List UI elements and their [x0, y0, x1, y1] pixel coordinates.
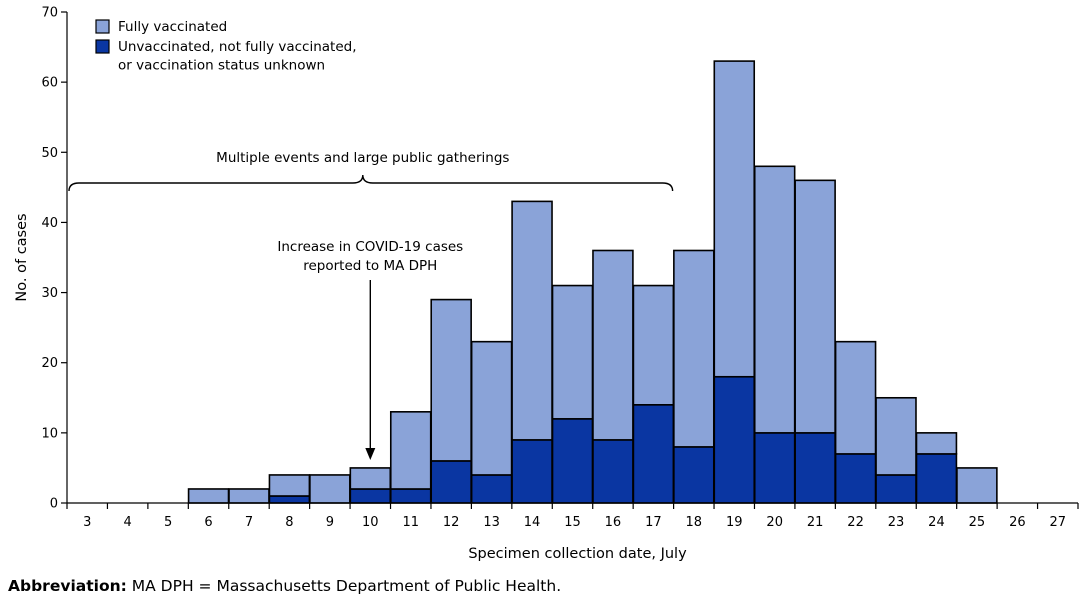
- bar-segment-vaccinated-22: [834, 340, 877, 455]
- x-tick-label-26: 26: [1009, 515, 1026, 530]
- footnote: Abbreviation: MA DPH = Massachusetts Dep…: [8, 577, 561, 595]
- bar-segment-unvaccinated-23: [875, 474, 917, 504]
- y-tick-label-30: 30: [41, 286, 58, 301]
- bar-segment-vaccinated-9: [309, 474, 351, 504]
- x-axis-title: Specimen collection date, July: [468, 546, 687, 562]
- bar-segment-vaccinated-24: [915, 432, 958, 455]
- bar-segment-vaccinated-25: [956, 467, 998, 504]
- x-tick-label-11: 11: [402, 515, 419, 530]
- x-tick-label-13: 13: [483, 515, 500, 530]
- bar-segment-unvaccinated-11: [389, 488, 432, 504]
- bar-segment-unvaccinated-18: [673, 446, 715, 504]
- x-tick-label-6: 6: [204, 515, 212, 530]
- y-ticks: 0 10 20 30 40 50 60 70: [41, 6, 67, 512]
- arrow-label-line-0: Increase in COVID-19 cases: [277, 239, 463, 255]
- bar-segment-unvaccinated-22: [834, 453, 877, 504]
- y-tick-label-50: 50: [41, 146, 58, 161]
- x-tick-label-21: 21: [807, 515, 824, 530]
- bar-segment-vaccinated-10: [349, 467, 392, 490]
- arrow-head-icon: [365, 448, 376, 460]
- x-tick-label-15: 15: [564, 515, 581, 530]
- bar-segment-unvaccinated-16: [592, 439, 634, 504]
- x-tick-label-16: 16: [605, 515, 622, 530]
- bar-segment-unvaccinated-17: [632, 403, 675, 504]
- bar-segment-vaccinated-19: [713, 60, 756, 378]
- y-tick-label-40: 40: [41, 216, 58, 231]
- bracket-shape: [68, 174, 674, 192]
- bar-segment-vaccinated-18: [673, 249, 715, 448]
- x-tick-label-3: 3: [83, 515, 91, 530]
- x-tick-label-9: 9: [326, 515, 334, 530]
- bar-segment-vaccinated-21: [794, 179, 836, 434]
- x-tick-label-27: 27: [1050, 515, 1067, 530]
- axes-layer: [66, 12, 1078, 504]
- y-axis-title: No. of cases: [14, 213, 30, 301]
- x-tick-label-17: 17: [645, 515, 662, 530]
- x-tick-label-24: 24: [928, 515, 945, 530]
- y-tick-label-20: 20: [41, 356, 58, 371]
- legend-label-0-0: Fully vaccinated: [118, 19, 227, 35]
- x-tick-label-18: 18: [686, 515, 703, 530]
- bar-segment-vaccinated-7: [228, 488, 270, 504]
- bar-segment-unvaccinated-20: [753, 432, 796, 504]
- y-tick-label-0: 0: [50, 497, 58, 512]
- bar-segment-vaccinated-23: [875, 396, 917, 476]
- bar-segment-vaccinated-12: [430, 298, 472, 462]
- legend-swatch-1: [95, 39, 110, 54]
- bar-segment-unvaccinated-13: [470, 474, 513, 504]
- legend-label-1-1: or vaccination status unknown: [118, 58, 325, 74]
- x-tick-label-23: 23: [888, 515, 905, 530]
- bar-segment-vaccinated-17: [632, 284, 675, 406]
- x-tick-label-25: 25: [969, 515, 986, 530]
- footnote-label: Abbreviation:: [8, 577, 127, 595]
- legend-swatch-0: [95, 19, 110, 34]
- bar-segment-unvaccinated-12: [430, 460, 472, 504]
- x-tick-label-14: 14: [524, 515, 541, 530]
- bar-segment-unvaccinated-10: [349, 488, 392, 504]
- bar-segment-unvaccinated-15: [551, 418, 594, 504]
- stacked-bar-chart: 0 10 20 30 40 50 60 70 3 4 5 6 7 8 9 10 11 12 13 14 15 16 17 1…: [14, 6, 1079, 562]
- x-tick-label-7: 7: [245, 515, 253, 530]
- bar-segment-unvaccinated-8: [268, 495, 311, 504]
- bracket-annotation: Multiple events and large public gatheri…: [68, 150, 674, 192]
- bar-segment-vaccinated-14: [511, 200, 553, 441]
- bars-layer: [187, 60, 998, 504]
- footnote-text: MA DPH = Massachusetts Department of Pub…: [131, 577, 562, 595]
- arrow-annotation: Increase in COVID-19 cases reported to MA…: [277, 239, 463, 460]
- y-tick-label-60: 60: [41, 76, 58, 91]
- bar-segment-unvaccinated-19: [713, 375, 756, 504]
- bar-segment-vaccinated-16: [592, 249, 634, 441]
- legend: Fully vaccinated Unvaccinated, not fully …: [95, 19, 357, 74]
- x-tick-label-10: 10: [362, 515, 379, 530]
- x-tick-label-22: 22: [847, 515, 864, 530]
- y-tick-label-70: 70: [41, 6, 58, 21]
- bar-segment-unvaccinated-24: [915, 453, 958, 504]
- arrow-label: Increase in COVID-19 cases reported to MA…: [277, 239, 463, 274]
- x-tick-label-8: 8: [285, 515, 293, 530]
- x-ticks: 3 4 5 6 7 8 9 10 11 12 13 14 15 16 17 18 19 20 21 22 23 24 25 2…: [66, 503, 1079, 530]
- x-tick-label-5: 5: [164, 515, 172, 530]
- bar-segment-vaccinated-11: [389, 411, 432, 490]
- bar-segment-vaccinated-8: [268, 474, 311, 497]
- bar-segment-unvaccinated-14: [511, 439, 553, 504]
- bar-segment-vaccinated-6: [187, 488, 230, 504]
- bar-segment-vaccinated-15: [551, 284, 594, 420]
- arrow-label-line-1: reported to MA DPH: [303, 258, 437, 274]
- legend-label-1-0: Unvaccinated, not fully vaccinated,: [118, 39, 357, 55]
- bar-segment-vaccinated-20: [753, 165, 796, 434]
- bracket-label: Multiple events and large public gatheri…: [216, 150, 509, 166]
- x-tick-label-20: 20: [766, 515, 783, 530]
- x-tick-label-12: 12: [443, 515, 460, 530]
- y-tick-label-10: 10: [41, 426, 58, 441]
- bar-segment-unvaccinated-21: [794, 432, 836, 504]
- x-tick-label-4: 4: [124, 515, 132, 530]
- bar-segment-vaccinated-13: [470, 340, 513, 476]
- x-tick-label-19: 19: [726, 515, 743, 530]
